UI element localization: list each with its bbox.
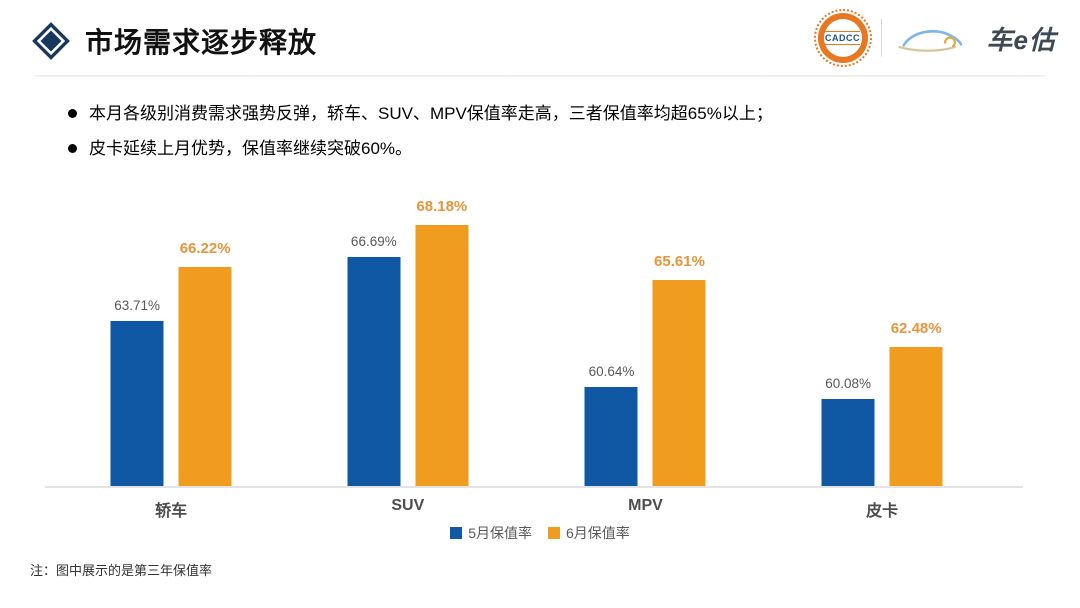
- bar-group-SUV: 66.69% 68.18%: [347, 198, 469, 486]
- title-block: 市场需求逐步释放: [30, 20, 317, 62]
- header: 市场需求逐步释放 CADCC 车e估: [0, 0, 1080, 77]
- footnote: 注：图中展示的是第三年保值率: [30, 563, 213, 578]
- bar-SUV-6月保值率: 68.18%: [415, 198, 469, 486]
- bar-value-label: 66.22%: [179, 240, 231, 257]
- legend-item-6月保值率: 6月保值率: [548, 523, 630, 543]
- bar-value-label: 66.69%: [350, 233, 397, 249]
- car-logo-icon: [897, 29, 962, 52]
- bullet-text: 皮卡延续上月优势，保值率继续突破60%。: [89, 138, 413, 158]
- bar-value-label: 68.18%: [416, 198, 468, 215]
- header-divider: [35, 75, 1045, 77]
- bar-SUV-5月保值率: 66.69%: [347, 234, 401, 486]
- bar-value-label: 62.48%: [890, 320, 942, 338]
- bar-轿车-6月保值率: 66.22%: [178, 240, 232, 486]
- legend-item-5月保值率: 5月保值率: [450, 523, 532, 543]
- bar-MPV-6月保值率: 65.61%: [652, 253, 706, 486]
- bullet-list: 本月各级别消费需求强势反弹，轿车、SUV、MPV保值率走高，三者保值率均超65%…: [68, 103, 773, 173]
- legend-swatch-icon: [450, 527, 463, 539]
- bullet-text: 本月各级别消费需求强势反弹，轿车、SUV、MPV保值率走高，三者保值率均超65%…: [89, 104, 773, 123]
- bar-value-label: 60.64%: [588, 363, 635, 379]
- brand-logo: 车e估: [895, 20, 1056, 57]
- bar-value-label: 65.61%: [654, 253, 705, 271]
- brand-logo-text: 车e估: [986, 24, 1056, 55]
- x-axis-label-轿车: 轿车: [155, 503, 188, 520]
- cadcc-logo-inner: CADCC: [823, 19, 862, 57]
- cadcc-logo-text: CADCC: [825, 31, 861, 45]
- bullet-item: 皮卡延续上月优势，保值率继续突破60%。: [68, 138, 773, 161]
- bar-group-轿车: 63.71% 66.22%: [110, 240, 232, 486]
- bar-value-label: 63.71%: [114, 297, 161, 313]
- x-axis-label-皮卡: 皮卡: [866, 503, 899, 520]
- bar-轿车-5月保值率: 63.71%: [110, 298, 164, 486]
- bar-group-皮卡: 60.08% 62.48%: [821, 320, 943, 486]
- legend-label: 6月保值率: [566, 525, 630, 541]
- bullet-icon: [68, 109, 77, 118]
- bar-皮卡-6月保值率: 62.48%: [889, 320, 943, 486]
- bullet-item: 本月各级别消费需求强势反弹，轿车、SUV、MPV保值率走高，三者保值率均超65%…: [68, 103, 773, 126]
- bar-chart: 63.71% 66.22% 轿车 66.69% 68.18% SUV 60.64% 65.61…: [45, 186, 1023, 520]
- x-axis-label-SUV: SUV: [391, 497, 425, 514]
- bar-group-MPV: 60.64% 65.61%: [584, 253, 706, 486]
- chart-legend: 5月保值率 6月保值率: [0, 523, 1080, 543]
- logo-divider: [880, 19, 882, 57]
- bar-value-label: 60.08%: [825, 375, 872, 391]
- diamond-icon: [32, 22, 70, 60]
- bar-皮卡-5月保值率: 60.08%: [821, 376, 875, 486]
- bullet-icon: [68, 143, 77, 153]
- legend-swatch-icon: [548, 527, 560, 539]
- header-logos: CADCC 车e估: [813, 9, 1056, 67]
- page-title: 市场需求逐步释放: [85, 27, 318, 58]
- bar-MPV-5月保值率: 60.64%: [584, 364, 638, 486]
- x-axis-label-MPV: MPV: [628, 497, 663, 514]
- cadcc-logo: CADCC: [813, 9, 872, 67]
- legend-label: 5月保值率: [468, 525, 532, 541]
